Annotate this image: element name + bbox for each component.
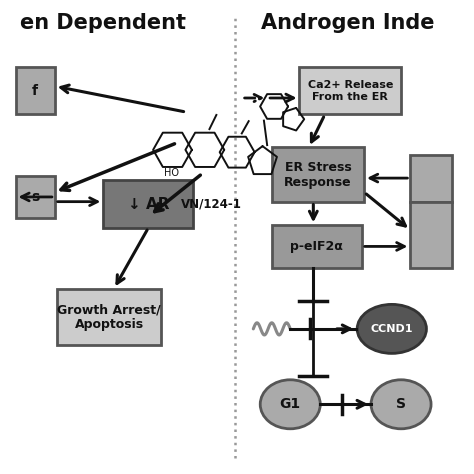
Text: ER Stress
Response: ER Stress Response bbox=[284, 161, 352, 189]
FancyBboxPatch shape bbox=[57, 289, 161, 346]
Text: f: f bbox=[32, 84, 38, 98]
Text: ↓ AR: ↓ AR bbox=[128, 197, 169, 211]
Text: G1: G1 bbox=[280, 397, 301, 411]
FancyBboxPatch shape bbox=[272, 147, 364, 201]
Text: S: S bbox=[396, 397, 406, 411]
FancyBboxPatch shape bbox=[410, 201, 452, 268]
Text: en Dependent: en Dependent bbox=[20, 13, 186, 33]
Text: CCND1: CCND1 bbox=[371, 324, 413, 334]
FancyBboxPatch shape bbox=[272, 225, 362, 268]
Text: p-eIF2α: p-eIF2α bbox=[291, 240, 343, 253]
FancyBboxPatch shape bbox=[16, 176, 55, 218]
Ellipse shape bbox=[371, 380, 431, 429]
FancyBboxPatch shape bbox=[16, 67, 55, 115]
Ellipse shape bbox=[357, 304, 427, 354]
FancyBboxPatch shape bbox=[300, 67, 401, 115]
Ellipse shape bbox=[260, 380, 320, 429]
Text: HO: HO bbox=[164, 168, 180, 178]
Text: Growth Arrest/
Apoptosis: Growth Arrest/ Apoptosis bbox=[57, 303, 161, 331]
Text: Ca2+ Release
From the ER: Ca2+ Release From the ER bbox=[308, 80, 393, 102]
Text: Androgen Inde: Androgen Inde bbox=[261, 13, 435, 33]
Text: VN/124-1: VN/124-1 bbox=[182, 198, 242, 210]
FancyBboxPatch shape bbox=[410, 155, 452, 201]
Text: s: s bbox=[31, 190, 39, 204]
FancyBboxPatch shape bbox=[103, 181, 193, 228]
